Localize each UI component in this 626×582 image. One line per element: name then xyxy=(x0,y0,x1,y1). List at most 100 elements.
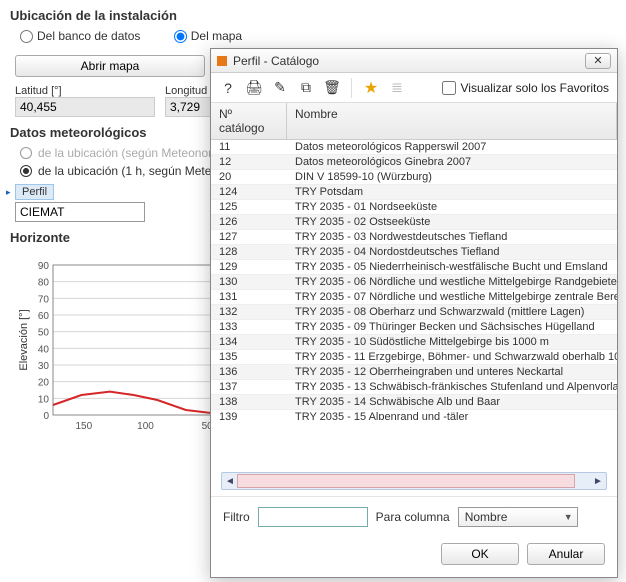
cell-number: 132 xyxy=(211,305,287,319)
cell-name: TRY 2035 - 14 Schwäbische Alb und Baar xyxy=(287,395,617,409)
col-header-name[interactable]: Nombre xyxy=(287,103,617,139)
cell-name: TRY 2035 - 11 Erzgebirge, Böhmer- und Sc… xyxy=(287,350,617,364)
favorites-only-label: Visualizar solo los Favoritos xyxy=(460,81,609,95)
table-row[interactable]: 138TRY 2035 - 14 Schwäbische Alb und Baa… xyxy=(211,395,617,410)
source-db-label: Del banco de datos xyxy=(37,29,140,43)
scroll-right-icon[interactable]: ► xyxy=(590,473,606,489)
print-icon[interactable]: 🖨 xyxy=(245,79,263,97)
table-row[interactable]: 127TRY 2035 - 03 Nordwestdeutsches Tiefl… xyxy=(211,230,617,245)
table-row[interactable]: 125TRY 2035 - 01 Nordseeküste xyxy=(211,200,617,215)
table-row[interactable]: 128TRY 2035 - 04 Nordostdeutsches Tiefla… xyxy=(211,245,617,260)
table-row[interactable]: 135TRY 2035 - 11 Erzgebirge, Böhmer- und… xyxy=(211,350,617,365)
favorites-only-toggle[interactable]: Visualizar solo los Favoritos xyxy=(442,81,609,95)
svg-text:Este: Este xyxy=(155,434,177,435)
list-icon[interactable]: ≣ xyxy=(388,79,406,97)
latitude-label: Latitud [°] xyxy=(15,85,155,97)
cell-name: TRY 2035 - 03 Nordwestdeutsches Tiefland xyxy=(287,230,617,244)
col-header-number[interactable]: Nº catálogo xyxy=(211,103,287,139)
svg-text:30: 30 xyxy=(38,361,50,372)
cell-number: 12 xyxy=(211,155,287,169)
table-row[interactable]: 133TRY 2035 - 09 Thüringer Becken und Sä… xyxy=(211,320,617,335)
cell-name: Datos meteorológicos Ginebra 2007 xyxy=(287,155,617,169)
svg-text:20: 20 xyxy=(38,378,50,389)
cell-number: 139 xyxy=(211,410,287,420)
table-row[interactable]: 139TRY 2035 - 15 Alpenrand und -täler xyxy=(211,410,617,420)
svg-text:70: 70 xyxy=(38,295,50,306)
cell-number: 129 xyxy=(211,260,287,274)
cell-number: 136 xyxy=(211,365,287,379)
cell-number: 137 xyxy=(211,380,287,394)
edit-icon[interactable]: ✎ xyxy=(271,79,289,97)
cell-number: 134 xyxy=(211,335,287,349)
scroll-thumb[interactable] xyxy=(237,474,575,488)
table-row[interactable]: 130TRY 2035 - 06 Nördliche und westliche… xyxy=(211,275,617,290)
cell-name: TRY 2035 - 13 Schwäbisch-fränkisches Stu… xyxy=(287,380,617,394)
help-icon[interactable]: ? xyxy=(219,79,237,97)
favorite-icon[interactable]: ★ xyxy=(362,79,380,97)
table-row[interactable]: 126TRY 2035 - 02 Ostseeküste xyxy=(211,215,617,230)
cell-number: 20 xyxy=(211,170,287,184)
catalog-table: Nº catálogo Nombre 11Datos meteorológico… xyxy=(211,103,617,454)
cell-name: TRY 2035 - 01 Nordseeküste xyxy=(287,200,617,214)
cell-number: 126 xyxy=(211,215,287,229)
cell-number: 127 xyxy=(211,230,287,244)
ok-button[interactable]: OK xyxy=(441,543,519,565)
cell-name: TRY 2035 - 06 Nördliche und westliche Mi… xyxy=(287,275,617,289)
latitude-input[interactable] xyxy=(15,97,155,117)
copy-icon[interactable]: ⧉ xyxy=(297,79,315,97)
scroll-left-icon[interactable]: ◄ xyxy=(222,473,238,489)
cell-name: TRY 2035 - 05 Niederrheinisch-westfälisc… xyxy=(287,260,617,274)
cell-number: 11 xyxy=(211,140,287,154)
svg-text:90: 90 xyxy=(38,261,50,272)
for-column-combo[interactable]: Nombre xyxy=(458,507,578,527)
cell-number: 138 xyxy=(211,395,287,409)
svg-text:150: 150 xyxy=(75,421,92,432)
table-row[interactable]: 134TRY 2035 - 10 Südöstliche Mittelgebir… xyxy=(211,335,617,350)
table-row[interactable]: 129TRY 2035 - 05 Niederrheinisch-westfäl… xyxy=(211,260,617,275)
source-map-radio[interactable]: Del mapa xyxy=(174,29,242,43)
cell-number: 133 xyxy=(211,320,287,334)
svg-text:10: 10 xyxy=(38,395,50,406)
table-row[interactable]: 12Datos meteorológicos Ginebra 2007 xyxy=(211,155,617,170)
table-row[interactable]: 131TRY 2035 - 07 Nördliche und westliche… xyxy=(211,290,617,305)
cell-number: 124 xyxy=(211,185,287,199)
profile-chip[interactable]: Perfil xyxy=(15,184,54,200)
for-column-label: Para columna xyxy=(376,510,450,524)
dialog-icon xyxy=(217,56,227,66)
table-row[interactable]: 132TRY 2035 - 08 Oberharz und Schwarzwal… xyxy=(211,305,617,320)
source-db-radio[interactable]: Del banco de datos xyxy=(20,29,140,43)
table-row[interactable]: 11Datos meteorológicos Rapperswil 2007 xyxy=(211,140,617,155)
filter-input[interactable] xyxy=(258,507,368,527)
profile-input[interactable] xyxy=(15,202,145,222)
cell-name: TRY 2035 - 12 Oberrheingraben und untere… xyxy=(287,365,617,379)
cell-name: Datos meteorológicos Rapperswil 2007 xyxy=(287,140,617,154)
open-map-button[interactable]: Abrir mapa xyxy=(15,55,205,77)
cell-name: TRY 2035 - 15 Alpenrand und -täler xyxy=(287,410,617,420)
table-row[interactable]: 137TRY 2035 - 13 Schwäbisch-fränkisches … xyxy=(211,380,617,395)
cell-name: TRY 2035 - 08 Oberharz und Schwarzwald (… xyxy=(287,305,617,319)
svg-text:80: 80 xyxy=(38,278,50,289)
cell-name: TRY 2035 - 09 Thüringer Becken und Sächs… xyxy=(287,320,617,334)
cell-name: TRY 2035 - 04 Nordostdeutsches Tiefland xyxy=(287,245,617,259)
table-horizontal-scrollbar[interactable]: ◄ ► xyxy=(221,472,607,490)
catalog-dialog: Perfil - Catálogo ✕ ? 🖨 ✎ ⧉ 🗑 ★ ≣ Visual… xyxy=(210,48,618,578)
svg-text:0: 0 xyxy=(43,411,49,422)
svg-text:40: 40 xyxy=(38,345,50,356)
cell-number: 128 xyxy=(211,245,287,259)
cancel-button[interactable]: Anular xyxy=(527,543,605,565)
svg-text:100: 100 xyxy=(137,421,154,432)
cell-name: TRY 2035 - 10 Südöstliche Mittelgebirge … xyxy=(287,335,617,349)
dialog-close-button[interactable]: ✕ xyxy=(585,53,611,69)
cell-number: 130 xyxy=(211,275,287,289)
cell-number: 131 xyxy=(211,290,287,304)
table-row[interactable]: 136TRY 2035 - 12 Oberrheingraben und unt… xyxy=(211,365,617,380)
svg-text:Elevación [°]: Elevación [°] xyxy=(18,310,30,371)
table-row[interactable]: 20DIN V 18599-10 (Würzburg) xyxy=(211,170,617,185)
svg-text:50: 50 xyxy=(38,328,50,339)
cell-name: TRY 2035 - 07 Nördliche und westliche Mi… xyxy=(287,290,617,304)
dialog-title: Perfil - Catálogo xyxy=(233,54,319,68)
table-row[interactable]: 124TRY Potsdam xyxy=(211,185,617,200)
cell-number: 125 xyxy=(211,200,287,214)
delete-icon[interactable]: 🗑 xyxy=(323,79,341,97)
filter-label: Filtro xyxy=(223,510,250,524)
